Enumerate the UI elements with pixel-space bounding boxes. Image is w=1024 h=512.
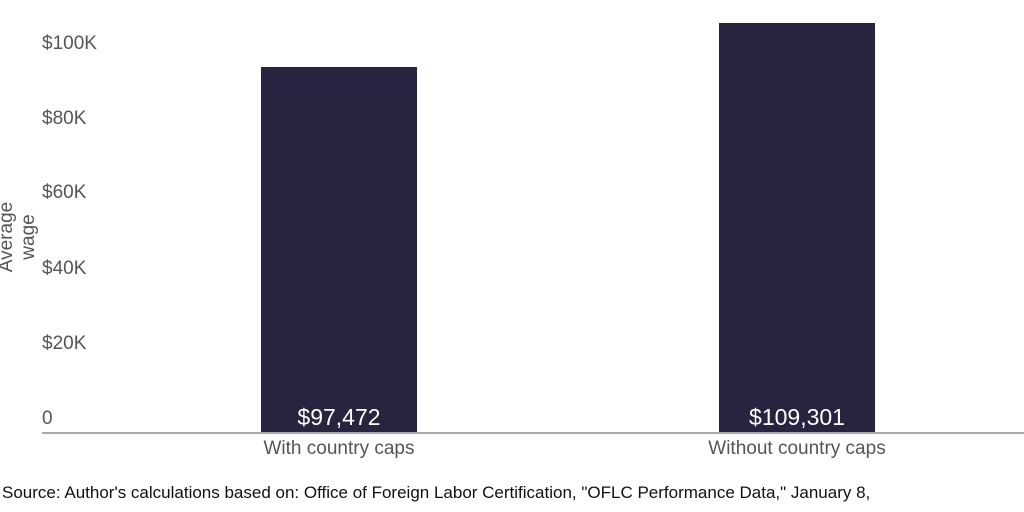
bar-value-label: $109,301 — [749, 404, 845, 430]
bar-without-country-caps: $109,301 — [719, 23, 875, 433]
x-category-with-caps: With country caps — [263, 438, 415, 459]
y-tick-40k: $40K — [42, 258, 87, 279]
bar-with-country-caps: $97,472 — [261, 67, 417, 433]
y-tick-80k: $80K — [42, 108, 87, 129]
y-tick-100k: $100K — [42, 33, 97, 54]
y-axis-label: Average wage — [0, 201, 39, 273]
x-axis-line — [42, 432, 1024, 434]
source-note: Source: Author's calculations based on: … — [2, 483, 871, 502]
bar-value-label: $97,472 — [297, 404, 381, 430]
y-tick-0: 0 — [42, 408, 53, 429]
y-tick-20k: $20K — [42, 333, 87, 354]
x-category-without-caps: Without country caps — [708, 438, 886, 459]
y-tick-60k: $60K — [42, 182, 87, 203]
